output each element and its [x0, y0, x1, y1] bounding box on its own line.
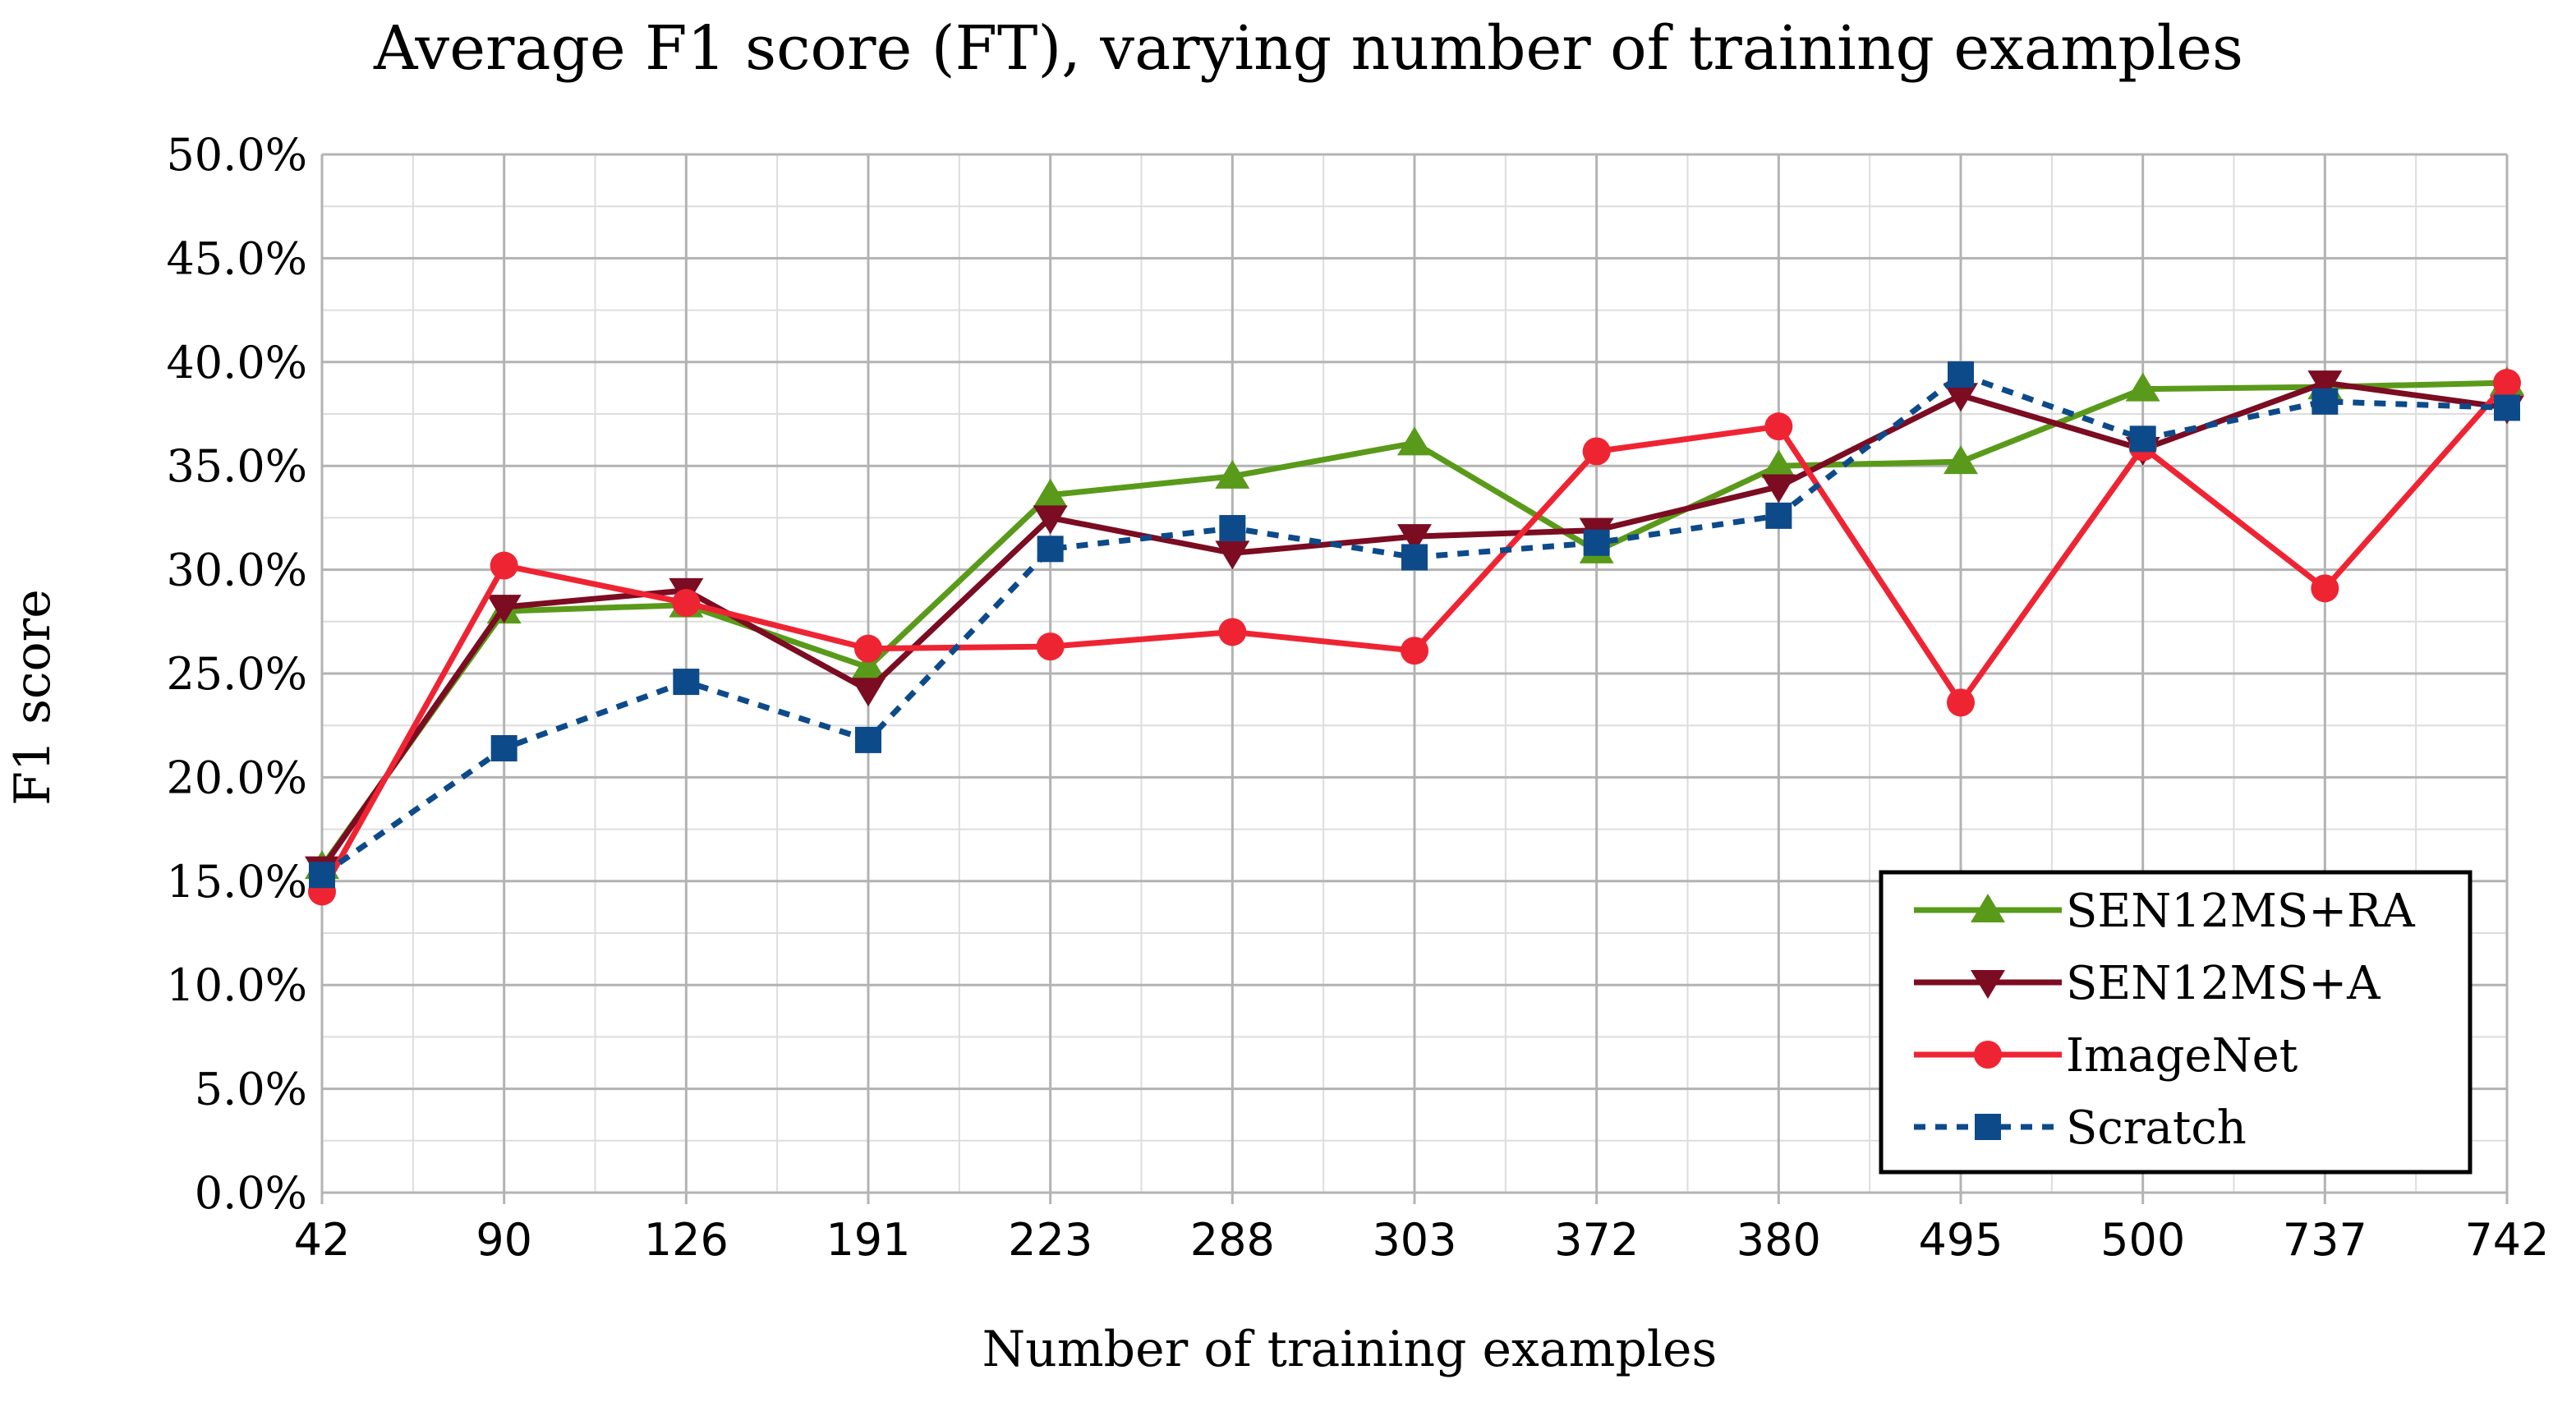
legend-label-sen12ms-ra: SEN12MS+RA	[2066, 885, 2415, 938]
data-point-sen12ms-a	[2307, 370, 2343, 400]
y-axis-label: F1 score	[4, 589, 62, 806]
data-point-imagenet	[672, 589, 701, 618]
y-tick-label: 0.0%	[195, 1167, 307, 1219]
data-point-sen12ms-a	[486, 595, 522, 624]
y-tick-label: 30.0%	[166, 545, 307, 596]
y-tick-label: 40.0%	[166, 337, 307, 389]
y-tick-label: 45.0%	[166, 232, 307, 284]
data-point-imagenet	[1218, 618, 1247, 646]
data-point-scratch	[1401, 544, 1428, 571]
x-tick-label: 191	[826, 1214, 910, 1266]
y-axis-tick-labels: 0.0% 5.0% 10.0% 15.0% 20.0% 25.0% 30.0% 35.0% 40…	[166, 129, 307, 1219]
data-point-sen12ms-ra	[1761, 449, 1796, 479]
y-tick-label: 50.0%	[166, 129, 307, 181]
y-tick-label: 25.0%	[166, 648, 307, 700]
data-point-sen12ms-a	[1215, 540, 1250, 570]
x-axis-tick-labels: 42 90 126 191 223 288 303 372 380 495 500 737 742	[294, 1214, 2550, 1266]
data-point-imagenet	[1582, 437, 1611, 466]
data-point-scratch	[1583, 529, 1610, 556]
x-tick-label: 737	[2283, 1214, 2367, 1266]
data-point-scratch	[1765, 502, 1792, 529]
legend: SEN12MS+RA SEN12MS+A ImageNet Scratch	[1879, 870, 2472, 1175]
data-point-sen12ms-a	[1397, 524, 1432, 554]
data-point-sen12ms-a	[1033, 505, 1068, 535]
data-point-sen12ms-a	[1944, 383, 1978, 412]
data-point-scratch	[1948, 361, 1974, 388]
x-axis-label: Number of training examples	[982, 1321, 1718, 1378]
grid	[320, 153, 2509, 1204]
y-tick-label: 20.0%	[166, 752, 307, 803]
x-tick-label: 126	[644, 1214, 729, 1266]
x-tick-label: 380	[1736, 1214, 1821, 1266]
data-point-scratch	[1037, 536, 1064, 563]
data-point-imagenet	[1947, 688, 1975, 717]
x-tick-label: 372	[1554, 1214, 1639, 1266]
y-tick-label: 5.0%	[195, 1064, 307, 1115]
legend-marker-imagenet	[1974, 1041, 2002, 1069]
data-point-scratch	[2494, 394, 2520, 421]
data-point-scratch	[1219, 515, 1246, 542]
data-point-sen12ms-ra	[1033, 478, 1068, 508]
data-point-imagenet	[1401, 637, 1428, 665]
x-tick-label: 500	[2100, 1214, 2185, 1266]
y-tick-label: 35.0%	[166, 440, 307, 492]
legend-label-sen12ms-a: SEN12MS+A	[2066, 957, 2380, 1010]
data-point-scratch	[309, 862, 335, 889]
data-point-sen12ms-ra	[1215, 459, 1250, 489]
legend-label-scratch: Scratch	[2066, 1101, 2247, 1155]
legend-marker-sen12ms-a	[1971, 970, 2005, 999]
data-point-sen12ms-ra	[2125, 372, 2160, 402]
data-point-sen12ms-ra	[1944, 445, 1978, 475]
x-tick-label: 495	[1918, 1214, 2003, 1266]
data-point-imagenet	[490, 551, 518, 580]
series-scratch	[309, 361, 2520, 889]
data-point-scratch	[855, 726, 881, 753]
data-point-imagenet	[1036, 632, 1065, 661]
x-tick-label: 90	[476, 1214, 532, 1266]
data-point-scratch	[673, 669, 700, 696]
legend-marker-sen12ms-ra	[1971, 894, 2005, 922]
data-point-scratch	[2129, 425, 2156, 453]
chart-title: Average F1 score (FT), varying number of…	[373, 13, 2243, 84]
x-tick-label: 303	[1372, 1214, 1456, 1266]
data-point-imagenet	[1764, 412, 1793, 441]
data-point-sen12ms-a	[851, 678, 886, 707]
data-point-imagenet	[2493, 369, 2521, 398]
x-tick-label: 742	[2464, 1214, 2549, 1266]
data-point-sen12ms-ra	[1397, 426, 1432, 456]
x-tick-label: 223	[1008, 1214, 1092, 1266]
legend-marker-scratch	[1975, 1114, 2001, 1140]
y-tick-label: 15.0%	[166, 856, 307, 908]
y-tick-label: 10.0%	[166, 959, 307, 1011]
data-point-sen12ms-ra	[851, 651, 886, 680]
legend-label-imagenet: ImageNet	[2066, 1029, 2298, 1083]
data-point-scratch	[490, 735, 518, 762]
x-tick-label: 288	[1190, 1214, 1275, 1266]
data-point-imagenet	[2311, 574, 2339, 603]
data-point-scratch	[2312, 388, 2339, 415]
x-tick-label: 42	[294, 1214, 351, 1266]
data-point-sen12ms-a	[1761, 474, 1796, 503]
series-layer	[305, 361, 2524, 906]
data-point-imagenet	[854, 634, 882, 663]
